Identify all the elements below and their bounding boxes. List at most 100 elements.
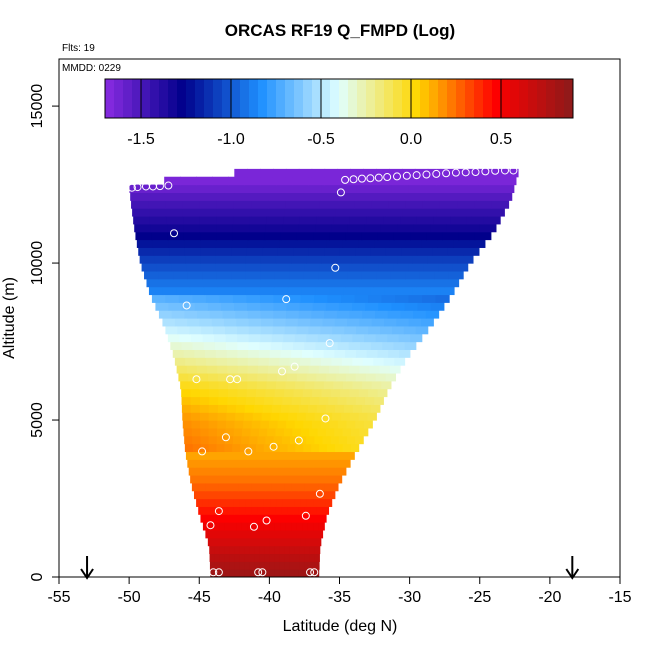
- heatmap-cell: [368, 208, 387, 217]
- heatmap-cell: [234, 302, 248, 311]
- heatmap-cell: [375, 310, 389, 319]
- heatmap-cell: [285, 318, 299, 327]
- heatmap-cell: [272, 168, 287, 178]
- heatmap-cell: [277, 451, 286, 460]
- heatmap-cell: [289, 561, 295, 570]
- colorbar-segment: [294, 79, 304, 118]
- heatmap-cell: [295, 380, 306, 390]
- heatmap-cell: [282, 498, 290, 507]
- sample-point: [198, 447, 207, 456]
- heatmap-cell: [148, 200, 166, 209]
- heatmap-cell: [288, 365, 300, 374]
- heatmap-cell: [260, 333, 273, 343]
- heatmap-cell: [264, 553, 271, 562]
- colorbar-tick-label: -1.5: [127, 131, 155, 148]
- heatmap-cell: [183, 231, 201, 241]
- heatmap-cell: [336, 310, 351, 319]
- heatmap-cell: [352, 208, 370, 217]
- heatmap-cell: [226, 404, 237, 413]
- heatmap-cell: [269, 529, 276, 539]
- heatmap-cell: [280, 404, 291, 413]
- heatmap-cell: [274, 278, 289, 288]
- heatmap-cell: [311, 443, 320, 453]
- heatmap-cell: [214, 553, 221, 562]
- heatmap-cell: [349, 365, 360, 374]
- heatmap-cell: [248, 443, 257, 453]
- heatmap-cell: [238, 474, 246, 484]
- heatmap-cell: [216, 357, 228, 366]
- heatmap-cell: [176, 365, 188, 374]
- heatmap-cell: [319, 263, 335, 272]
- heatmap-cell: [289, 553, 295, 562]
- heatmap-cell: [168, 239, 185, 248]
- sample-point: [471, 168, 480, 177]
- heatmap-cell: [335, 459, 344, 468]
- heatmap-cell: [308, 365, 320, 374]
- heatmap-cell: [492, 168, 506, 178]
- heatmap-cell: [450, 215, 468, 225]
- heatmap-cell: [234, 420, 244, 429]
- heatmap-cell: [240, 514, 247, 523]
- heatmap-cell: [179, 333, 192, 343]
- heatmap-cell: [311, 310, 325, 319]
- heatmap-cell: [158, 270, 174, 280]
- heatmap-cell: [389, 239, 407, 248]
- heatmap-cell: [300, 537, 306, 547]
- heatmap-cell: [270, 412, 280, 421]
- heatmap-cell: [227, 506, 235, 515]
- heatmap-cell: [260, 302, 274, 311]
- heatmap-cell: [215, 569, 221, 577]
- heatmap-cell: [254, 569, 261, 577]
- heatmap-cell: [219, 553, 226, 562]
- colorbar-segment: [447, 79, 457, 118]
- heatmap-cell: [295, 537, 301, 547]
- heatmap-cell: [247, 357, 259, 366]
- colorbar-segment: [204, 79, 214, 118]
- heatmap-cell: [387, 176, 405, 186]
- heatmap-cell: [269, 553, 276, 562]
- heatmap-cell: [260, 176, 277, 186]
- heatmap-cell: [216, 215, 234, 225]
- sample-point: [306, 568, 315, 577]
- heatmap-cell: [207, 372, 219, 382]
- sample-point: [262, 516, 271, 525]
- heatmap-cell: [314, 561, 320, 570]
- heatmap-cell: [298, 365, 310, 374]
- heatmap-cell: [315, 286, 330, 296]
- heatmap-cell: [237, 333, 250, 343]
- heatmap-cell: [296, 372, 308, 382]
- heatmap-cell: [325, 302, 340, 311]
- flights-label: Flts: 19: [62, 43, 95, 54]
- heatmap-cell: [293, 247, 310, 256]
- heatmap-cell: [279, 561, 285, 570]
- heatmap-cell: [167, 333, 181, 343]
- sample-point: [374, 173, 383, 182]
- heatmap-cell: [354, 294, 369, 303]
- heatmap-cell: [422, 294, 437, 303]
- heatmap-cell: [324, 482, 332, 492]
- heatmap-cell: [466, 215, 485, 225]
- heatmap-cell: [231, 270, 247, 280]
- heatmap-cell: [280, 349, 292, 358]
- heatmap-cell: [306, 255, 323, 264]
- heatmap-cell: [219, 490, 227, 500]
- heatmap-cell: [264, 490, 272, 500]
- sample-point: [432, 169, 441, 178]
- heatmap-cell: [260, 467, 268, 476]
- heatmap-cell: [412, 286, 427, 296]
- heatmap-cell: [279, 412, 289, 421]
- heatmap-cell: [307, 522, 314, 531]
- heatmap-cell: [150, 223, 168, 233]
- heatmap-cell: [190, 404, 201, 413]
- heatmap-cell: [269, 349, 282, 358]
- heatmap-cell: [210, 467, 218, 476]
- heatmap-cell: [231, 482, 239, 492]
- heatmap-cell: [442, 192, 461, 201]
- heatmap-cell: [224, 435, 234, 445]
- heatmap-cell: [193, 451, 202, 460]
- heatmap-cell: [285, 529, 292, 539]
- heatmap-cell: [274, 553, 281, 562]
- sample-point: [249, 522, 258, 531]
- heatmap-cell: [189, 278, 204, 288]
- heatmap-cell: [207, 537, 214, 547]
